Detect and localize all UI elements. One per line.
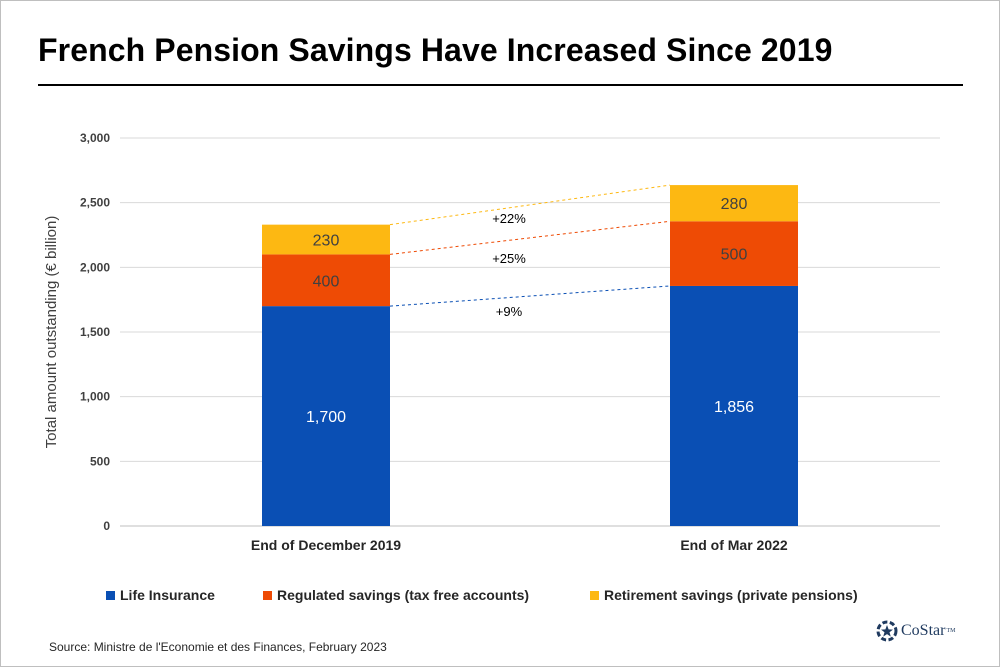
- growth-annotation: +22%: [492, 211, 526, 226]
- y-tick-label: 0: [103, 519, 110, 533]
- y-tick-label: 1,000: [80, 390, 110, 404]
- bar-segment: [670, 221, 798, 286]
- connector-line: [389, 220, 671, 255]
- data-label: 1,700: [306, 409, 346, 426]
- data-label: 500: [721, 247, 748, 264]
- legend-label: Retirement savings (private pensions): [604, 587, 858, 603]
- connector-line: [389, 285, 671, 307]
- legend-item: Retirement savings (private pensions): [590, 587, 858, 603]
- bar-segment: [262, 254, 390, 307]
- legend-label: Life Insurance: [120, 587, 215, 603]
- data-label: 1,856: [714, 399, 754, 416]
- title-divider: [38, 84, 963, 86]
- connector-line: [389, 184, 671, 226]
- bar-segment: [262, 224, 390, 255]
- bar-segment: [262, 306, 390, 526]
- bar-segment: [670, 185, 798, 222]
- data-label: 230: [313, 233, 340, 250]
- chart-legend: Life Insurance Regulated savings (tax fre…: [0, 587, 1000, 607]
- y-tick-label: 2,000: [80, 260, 110, 274]
- growth-annotation: +9%: [496, 304, 523, 319]
- legend-swatch: [590, 590, 599, 600]
- legend-label: Regulated savings (tax free accounts): [277, 587, 530, 603]
- bar-segment: [670, 285, 798, 526]
- legend-swatch: [263, 590, 272, 600]
- y-tick-label: 2,500: [80, 196, 110, 210]
- y-tick-label: 3,000: [80, 131, 110, 145]
- logo-trademark: TM: [946, 628, 956, 634]
- x-tick-label: End of Mar 2022: [680, 537, 788, 553]
- legend-item: Life Insurance: [106, 587, 215, 603]
- y-tick-label: 1,500: [80, 325, 110, 339]
- data-label: 280: [721, 196, 748, 213]
- legend-swatch: [106, 590, 115, 600]
- y-tick-label: 500: [90, 454, 110, 468]
- x-tick-label: End of December 2019: [251, 537, 401, 553]
- legend-item: Regulated savings (tax free accounts): [263, 587, 529, 603]
- data-label: 400: [313, 273, 340, 290]
- logo-text: CoStar: [901, 622, 946, 639]
- growth-annotation: +25%: [492, 251, 526, 266]
- chart-title: French Pension Savings Have Increased Si…: [38, 32, 833, 68]
- costar-logo: CoStar TM: [876, 620, 955, 642]
- costar-star-logo-icon: [876, 620, 898, 642]
- source-note: Source: Ministre de l'Economie et des Fi…: [49, 640, 387, 654]
- y-axis-title: Total amount outstanding (€ billion): [43, 216, 60, 449]
